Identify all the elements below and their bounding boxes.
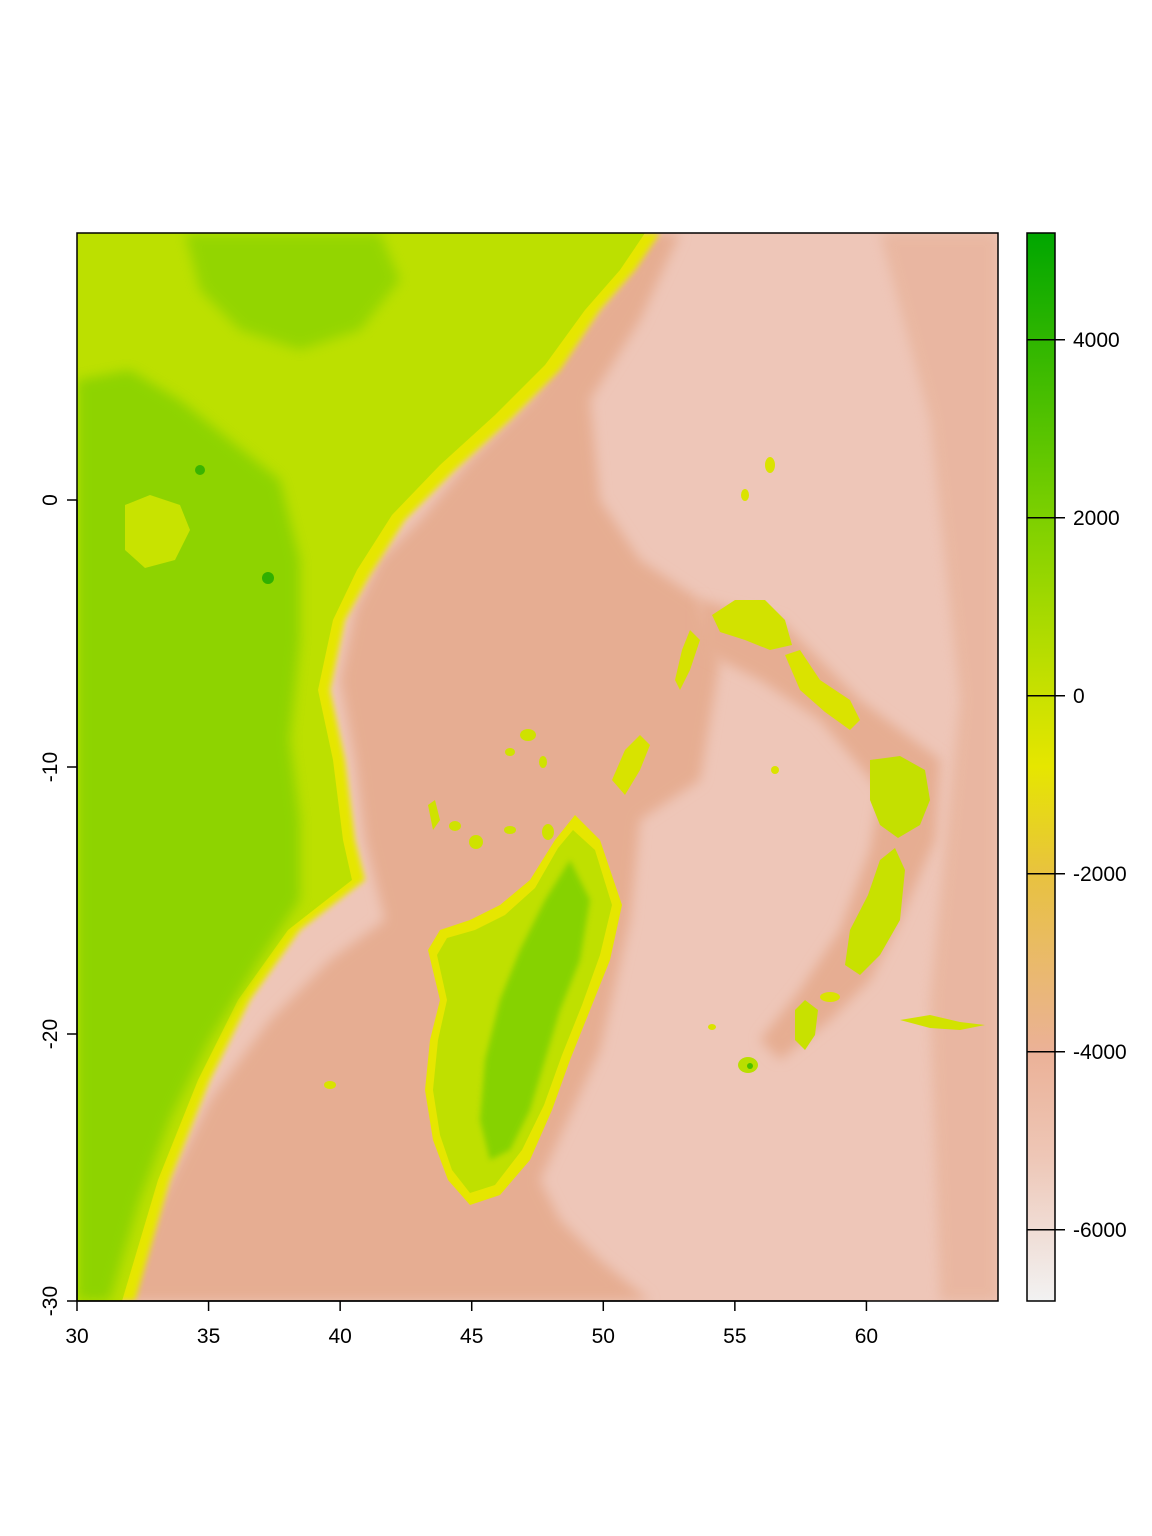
lake-victoria bbox=[125, 495, 190, 568]
kenya-peak bbox=[195, 465, 205, 475]
cargados-carajos bbox=[820, 992, 840, 1002]
mauritius-area bbox=[795, 1000, 818, 1050]
reunion-peak bbox=[747, 1063, 753, 1069]
glorioso bbox=[542, 824, 554, 840]
ridge-west bbox=[785, 650, 860, 730]
y-tick-label: -10 bbox=[39, 752, 62, 782]
legend-tick-label: 2000 bbox=[1073, 507, 1120, 530]
y-tick-label: 0 bbox=[39, 494, 62, 506]
x-tick-label: 40 bbox=[328, 1325, 351, 1348]
bassas-da-india bbox=[324, 1081, 336, 1089]
x-tick-label: 30 bbox=[65, 1325, 88, 1348]
southwest-basin bbox=[880, 233, 998, 1301]
comoros-3 bbox=[469, 835, 483, 849]
seamount-a bbox=[765, 457, 775, 473]
x-tick-label: 60 bbox=[855, 1325, 878, 1348]
east-african-highlands bbox=[77, 370, 300, 1301]
kilimanjaro-peak bbox=[262, 572, 274, 584]
seychelles-bank bbox=[712, 600, 792, 650]
aldabra-1 bbox=[520, 729, 536, 741]
x-tick-label: 35 bbox=[197, 1325, 220, 1348]
color-legend: 4000 2000 0 -2000 -4000 -6000 bbox=[1026, 232, 1127, 1302]
x-tick-label: 55 bbox=[723, 1325, 746, 1348]
x-tick-label: 45 bbox=[460, 1325, 483, 1348]
aldabra-2 bbox=[505, 748, 515, 756]
farquhar-group bbox=[612, 735, 650, 795]
seamount-d bbox=[708, 1024, 716, 1030]
seamount-b bbox=[741, 489, 749, 501]
legend-tick-label: -4000 bbox=[1073, 1041, 1127, 1064]
amirantes-arc bbox=[675, 630, 700, 690]
legend-tick-label: 4000 bbox=[1073, 329, 1120, 352]
raster-map bbox=[77, 233, 998, 1301]
comoros-1 bbox=[428, 800, 440, 830]
y-tick-label: -30 bbox=[39, 1286, 62, 1316]
comoros-2 bbox=[449, 821, 461, 831]
colorbar-frame bbox=[1026, 232, 1056, 1302]
colorbar-ticks: 4000 2000 0 -2000 -4000 -6000 bbox=[1027, 329, 1127, 1242]
legend-tick-label: -2000 bbox=[1073, 863, 1127, 886]
madagascar-highlands bbox=[480, 860, 590, 1160]
aldabra-3 bbox=[539, 756, 547, 768]
y-tick-label: -20 bbox=[39, 1019, 62, 1049]
saya-de-malha-bank bbox=[870, 756, 930, 838]
legend-tick-label: 0 bbox=[1073, 685, 1085, 708]
seamount-c bbox=[771, 766, 779, 774]
x-tick-label: 50 bbox=[592, 1325, 615, 1348]
rodrigues-ridge bbox=[900, 1015, 985, 1030]
nazareth-bank bbox=[845, 848, 905, 975]
ethiopian-highlands bbox=[185, 233, 400, 350]
x-axis: 30 35 40 45 50 55 60 bbox=[65, 1300, 878, 1348]
comoros-4 bbox=[504, 826, 516, 834]
colorbar-gradient bbox=[1027, 233, 1055, 1301]
y-axis: 0 -10 -20 -30 bbox=[39, 494, 78, 1316]
legend-tick-label: -6000 bbox=[1073, 1219, 1127, 1242]
